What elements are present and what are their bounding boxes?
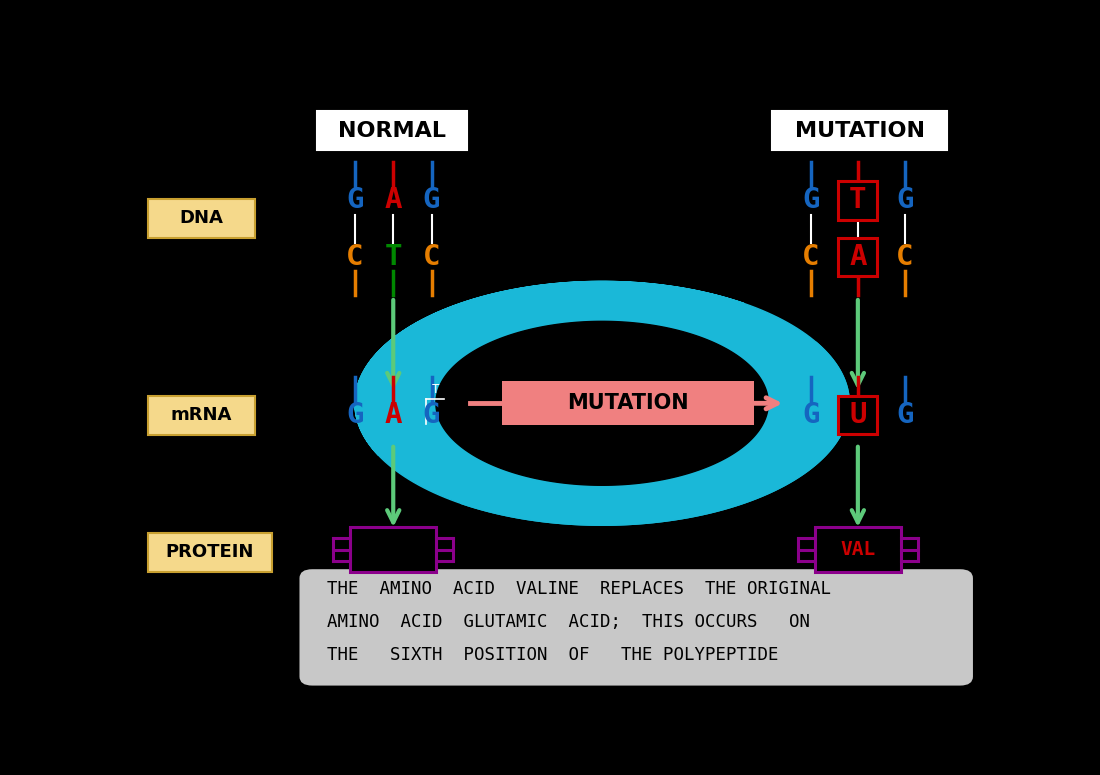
FancyBboxPatch shape [838, 396, 878, 434]
Text: VAL: VAL [840, 540, 876, 559]
Text: A: A [385, 187, 402, 215]
Text: THE  AMINO  ACID  VALINE  REPLACES  THE ORIGINAL: THE AMINO ACID VALINE REPLACES THE ORIGI… [327, 580, 830, 598]
Text: T: T [432, 383, 440, 395]
Text: A: A [849, 243, 867, 271]
FancyBboxPatch shape [838, 238, 878, 276]
Text: G: G [346, 187, 364, 215]
FancyBboxPatch shape [502, 381, 754, 425]
Text: C: C [896, 243, 913, 271]
FancyBboxPatch shape [838, 181, 878, 219]
FancyBboxPatch shape [815, 528, 901, 572]
Text: A: A [385, 401, 402, 429]
Text: G: G [802, 401, 820, 429]
Text: G: G [432, 426, 440, 439]
Text: mRNA: mRNA [170, 406, 232, 424]
Text: U: U [849, 401, 867, 429]
Text: T: T [849, 187, 867, 215]
FancyBboxPatch shape [350, 528, 437, 572]
Text: C: C [802, 243, 820, 271]
Text: G: G [802, 187, 820, 215]
Text: C: C [346, 243, 364, 271]
Text: G: G [896, 401, 913, 429]
Text: NORMAL: NORMAL [338, 121, 446, 140]
Text: MUTATION: MUTATION [566, 393, 689, 413]
Text: PROTEIN: PROTEIN [166, 543, 254, 562]
Text: THE   SIXTH  POSITION  OF   THE POLYPEPTIDE: THE SIXTH POSITION OF THE POLYPEPTIDE [327, 646, 779, 664]
Polygon shape [355, 281, 849, 525]
Text: AMINO  ACID  GLUTAMIC  ACID;  THIS OCCURS   ON: AMINO ACID GLUTAMIC ACID; THIS OCCURS ON [327, 613, 810, 632]
Text: G: G [346, 401, 364, 429]
Text: DNA: DNA [179, 209, 223, 227]
Text: G: G [422, 187, 440, 215]
Polygon shape [460, 343, 849, 525]
FancyBboxPatch shape [317, 112, 466, 150]
FancyBboxPatch shape [772, 112, 947, 150]
Text: G: G [896, 187, 913, 215]
FancyBboxPatch shape [299, 569, 972, 686]
Text: G: G [422, 401, 440, 429]
Text: MUTATION: MUTATION [794, 121, 925, 140]
Text: T: T [385, 243, 402, 271]
Polygon shape [436, 322, 768, 485]
FancyBboxPatch shape [147, 395, 255, 435]
Text: C: C [422, 243, 440, 271]
FancyBboxPatch shape [147, 532, 272, 572]
FancyBboxPatch shape [147, 198, 255, 238]
